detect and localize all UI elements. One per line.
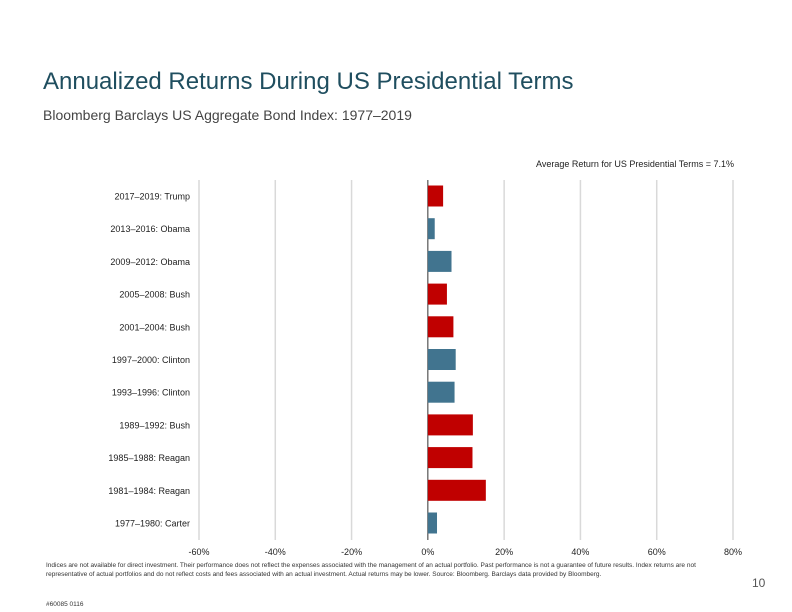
bar-1: [427, 218, 435, 240]
bar-2: [427, 250, 452, 272]
bar-layer: [427, 185, 486, 534]
category-label: 1981–1984: Reagan: [108, 486, 190, 496]
category-label: 2017–2019: Trump: [114, 192, 190, 202]
category-label: 2009–2012: Obama: [110, 257, 190, 267]
x-tick-label: -20%: [341, 547, 362, 557]
bar-4: [427, 316, 454, 338]
page-number: 10: [752, 576, 766, 590]
tick-layer: -60% -40% -20% 0% 20% 40% 60% 80%: [188, 547, 742, 557]
bar-7: [427, 414, 473, 436]
bar-8: [427, 447, 473, 469]
bar-3: [427, 283, 447, 305]
bar-10: [427, 512, 438, 534]
bar-6: [427, 381, 455, 403]
page-subtitle: Bloomberg Barclays US Aggregate Bond Ind…: [43, 107, 412, 123]
x-tick-label: -60%: [188, 547, 209, 557]
x-tick-label: 40%: [571, 547, 589, 557]
document-code: #60085 0116: [46, 601, 84, 608]
bar-9: [427, 479, 486, 501]
category-label: 1977–1980: Carter: [115, 519, 190, 529]
category-label: 2013–2016: Obama: [110, 224, 190, 234]
category-label: 2005–2008: Bush: [119, 290, 190, 300]
category-label: 1993–1996: Clinton: [112, 388, 190, 398]
bar-5: [427, 349, 456, 370]
returns-bar-chart: 2017–2019: Trump 2013–2016: Obama 2009–201…: [108, 180, 742, 557]
category-label: 1989–1992: Bush: [119, 420, 190, 430]
bar-0: [427, 185, 444, 207]
x-tick-label: 20%: [495, 547, 513, 557]
average-return-note: Average Return for US Presidential Terms…: [535, 159, 734, 169]
x-tick-label: 80%: [724, 547, 742, 557]
category-label: 1985–1988: Reagan: [108, 453, 190, 463]
label-layer: 2017–2019: Trump 2013–2016: Obama 2009–201…: [108, 192, 190, 529]
x-tick-label: 0%: [421, 547, 434, 557]
category-label: 1997–2000: Clinton: [112, 355, 190, 365]
x-tick-label: 60%: [648, 547, 666, 557]
x-tick-label: -40%: [265, 547, 286, 557]
page-title: Annualized Returns During US Presidentia…: [43, 68, 574, 95]
disclaimer-footnote: Indices are not available for direct inv…: [46, 562, 696, 578]
category-label: 2001–2004: Bush: [119, 322, 190, 332]
